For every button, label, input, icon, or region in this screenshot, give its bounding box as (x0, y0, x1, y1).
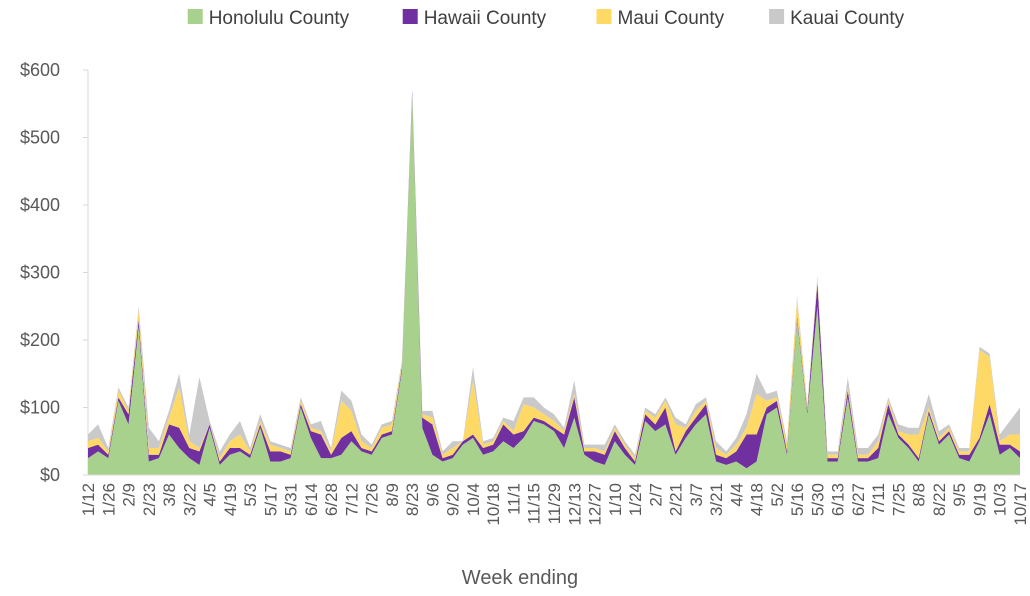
x-tick-label: 7/12 (342, 483, 361, 516)
y-tick-label: $600 (20, 60, 60, 80)
legend-swatch (402, 9, 418, 24)
x-tick-label: 12/13 (565, 483, 584, 526)
plot-area (88, 90, 1020, 475)
y-tick-label: $100 (20, 398, 60, 418)
x-tick-label: 8/9 (383, 483, 402, 507)
x-tick-label: 11/15 (525, 483, 544, 524)
x-tick-label: 3/21 (707, 483, 726, 516)
x-tick-label: 11/1 (505, 483, 524, 515)
x-tick-label: 6/27 (849, 483, 868, 516)
series-area-honolulu-county (88, 93, 1020, 475)
y-tick-label: $300 (20, 263, 60, 283)
x-tick-label: 8/8 (910, 483, 929, 507)
series-area-hawaii-county (88, 90, 1020, 469)
series-area-maui-county (88, 90, 1020, 462)
x-tick-label: 9/19 (971, 483, 990, 516)
x-axis: 1/12 1/26 2/9 2/23 3/8 3/22 4/5 4/19 5/3 5/17 5/31… (79, 483, 1030, 526)
x-tick-label: 2/9 (120, 483, 139, 507)
x-tick-label: 5/31 (282, 483, 301, 516)
y-tick-label: $200 (20, 330, 60, 350)
legend-label: Kauai County (790, 8, 905, 29)
x-tick-label: 10/18 (484, 483, 503, 526)
legend-swatch (187, 9, 203, 24)
x-tick-label: 8/22 (930, 483, 949, 516)
x-tick-label: 5/2 (768, 483, 787, 507)
x-tick-label: 7/11 (869, 483, 888, 515)
x-tick-label: 6/28 (322, 483, 341, 516)
x-tick-label: 8/23 (403, 483, 422, 516)
x-tick-label: 9/6 (423, 483, 442, 507)
y-axis: $0 $100 $200 $300 $400 $500 $600 (20, 60, 89, 485)
x-tick-label: 5/17 (261, 483, 280, 516)
x-tick-label: 3/22 (180, 483, 199, 516)
y-tick-label: $500 (20, 128, 60, 148)
x-axis-title: Week ending (462, 567, 578, 589)
legend-swatch (769, 9, 785, 24)
x-tick-label: 10/4 (464, 483, 483, 516)
x-tick-label: 10/17 (1011, 483, 1030, 526)
legend-swatch (596, 9, 612, 24)
x-tick-label: 7/25 (889, 483, 908, 516)
x-tick-label: 4/4 (727, 483, 746, 507)
x-tick-label: 2/7 (646, 483, 665, 507)
x-tick-label: 6/13 (829, 483, 848, 516)
x-tick-label: 1/24 (626, 483, 645, 516)
x-tick-label: 1/12 (79, 483, 98, 516)
x-tick-label: 1/10 (606, 483, 625, 516)
x-tick-label: 2/21 (667, 483, 686, 516)
x-tick-label: 6/14 (302, 483, 321, 516)
x-tick-label: 10/3 (991, 483, 1010, 516)
x-tick-label: 4/18 (748, 483, 767, 516)
y-tick-label: $0 (40, 465, 60, 485)
x-tick-label: 9/5 (950, 483, 969, 507)
x-tick-label: 4/5 (201, 483, 220, 507)
series-area-kauai-county (88, 90, 1020, 459)
x-tick-label: 7/26 (363, 483, 382, 516)
x-tick-label: 3/8 (160, 483, 179, 507)
x-tick-label: 5/16 (788, 483, 807, 516)
x-tick-label: 9/20 (444, 483, 463, 516)
x-tick-label: 5/3 (241, 483, 260, 507)
legend-label: Maui County (618, 8, 725, 29)
x-tick-label: 1/26 (99, 483, 118, 516)
x-tick-label: 3/7 (687, 483, 706, 507)
x-tick-label: 5/30 (808, 483, 827, 516)
legend-label: Hawaii County (424, 8, 547, 29)
legend: Honolulu County Hawaii County Maui County K… (187, 8, 905, 29)
y-tick-label: $400 (20, 195, 60, 215)
x-tick-label: 4/19 (221, 483, 240, 516)
x-tick-label: 2/23 (140, 483, 159, 516)
x-tick-label: 12/27 (586, 483, 605, 526)
legend-label: Honolulu County (209, 8, 350, 29)
x-tick-label: 11/29 (545, 483, 564, 524)
